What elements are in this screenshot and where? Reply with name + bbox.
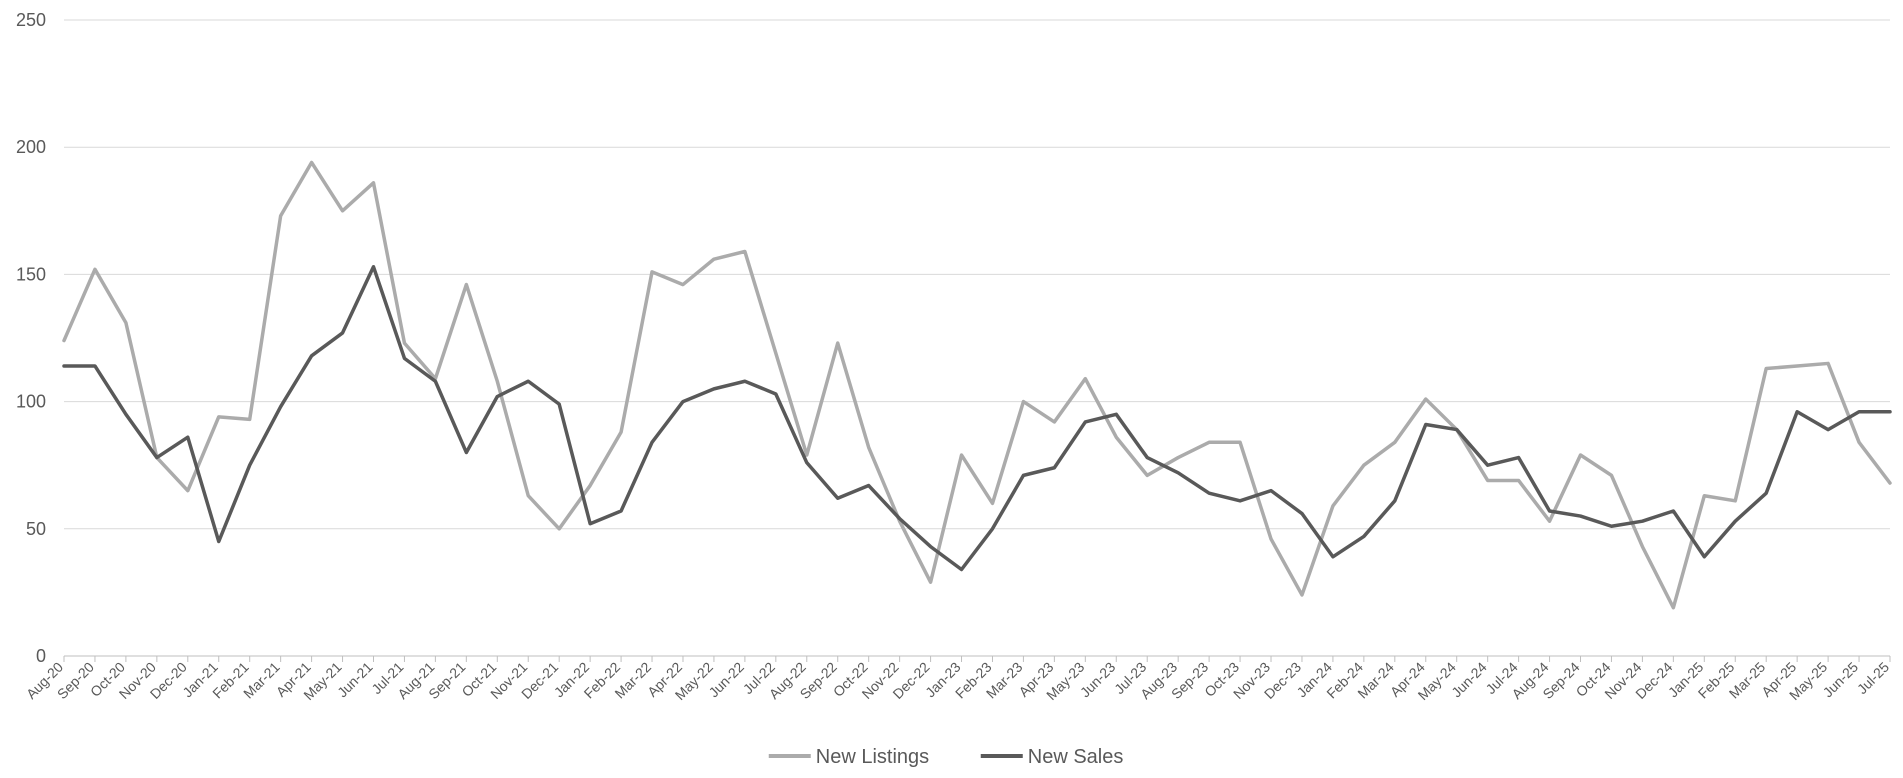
legend: New Listings New Sales [768, 746, 1124, 768]
series-line-new-listings [62, 160, 1892, 610]
y-axis: 0 50 100 150 200 250 [16, 10, 46, 666]
x-tick-label: Jun-22 [705, 659, 747, 701]
x-tick-label: Jun-21 [334, 659, 376, 701]
x-tick-label: Jun-25 [1820, 659, 1862, 701]
y-tick-label: 150 [16, 264, 46, 284]
x-tick-label: Jul-25 [1854, 659, 1892, 697]
y-tick-label: 0 [36, 646, 46, 666]
x-axis: Aug-20Sep-20Oct-20Nov-20Dec-20Jan-21Feb-… [23, 656, 1892, 703]
series-line-new-sales [62, 265, 1892, 572]
y-tick-label: 250 [16, 10, 46, 30]
y-tick-label: 200 [16, 137, 46, 157]
y-tick-label: 50 [26, 519, 46, 539]
x-tick-label: Jun-24 [1448, 659, 1490, 701]
legend-label-new-listings: New Listings [816, 746, 929, 768]
plot-area [62, 160, 1892, 610]
y-tick-label: 100 [16, 392, 46, 412]
x-tick-label: Jun-23 [1077, 659, 1119, 701]
legend-label-new-sales: New Sales [1028, 746, 1124, 768]
